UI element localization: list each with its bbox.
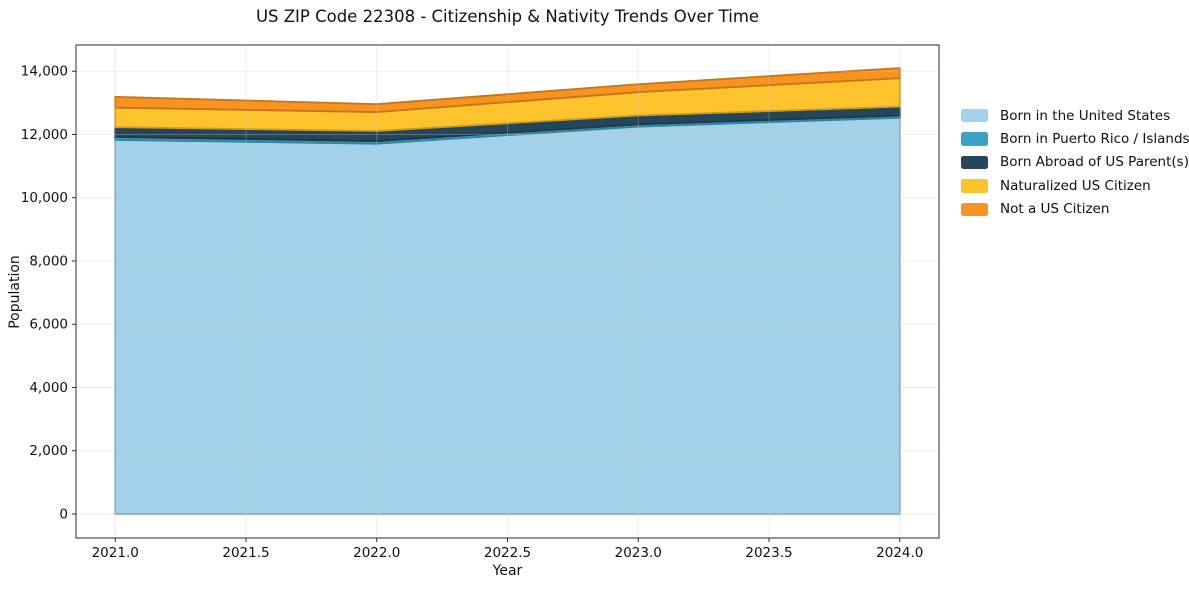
legend-swatch bbox=[961, 132, 988, 146]
axis-tick-labels: 2021.0 2021.5 2022.0 2022.5 2023.0 2023.5 2024… bbox=[21, 64, 924, 561]
legend-label: Born in Puerto Rico / Islands bbox=[1000, 131, 1189, 148]
x-axis-label: Year bbox=[492, 563, 523, 579]
y-axis-label: Population bbox=[7, 255, 23, 329]
legend: Born in the United States Born in Puerto … bbox=[961, 104, 1189, 221]
x-tick-label: 2021.0 bbox=[92, 545, 139, 561]
chart-title: US ZIP Code 22308 - Citizenship & Nativi… bbox=[255, 7, 760, 26]
legend-item: Born Abroad of US Parent(s) bbox=[961, 151, 1189, 174]
y-tick-label: 14,000 bbox=[21, 64, 68, 80]
y-tick-label: 8,000 bbox=[29, 253, 68, 269]
x-tick-label: 2023.0 bbox=[615, 545, 662, 561]
area-series-4 bbox=[114, 67, 901, 113]
x-tick-label: 2023.5 bbox=[745, 545, 792, 561]
x-tick-label: 2024.0 bbox=[876, 545, 923, 561]
x-tick-label: 2022.0 bbox=[353, 545, 400, 561]
x-tick-label: 2021.5 bbox=[222, 545, 269, 561]
legend-label: Not a US Citizen bbox=[1000, 201, 1110, 218]
y-tick-label: 6,000 bbox=[29, 317, 68, 333]
legend-swatch bbox=[961, 108, 988, 123]
legend-label: Born Abroad of US Parent(s) bbox=[1000, 154, 1189, 171]
y-tick-label: 0 bbox=[59, 506, 68, 522]
y-tick-label: 2,000 bbox=[29, 443, 68, 459]
legend-swatch bbox=[961, 202, 988, 216]
y-tick-label: 12,000 bbox=[21, 127, 68, 143]
legend-label: Naturalized US Citizen bbox=[1000, 177, 1151, 194]
legend-label: Born in the United States bbox=[1000, 107, 1171, 124]
x-tick-label: 2022.5 bbox=[484, 545, 531, 561]
gridlines bbox=[76, 45, 939, 538]
legend-item: Naturalized US Citizen bbox=[961, 174, 1189, 197]
axis-ticks bbox=[72, 70, 901, 542]
legend-item: Not a US Citizen bbox=[961, 198, 1189, 221]
legend-swatch bbox=[961, 155, 988, 170]
y-tick-label: 4,000 bbox=[29, 380, 68, 396]
legend-swatch bbox=[961, 179, 988, 193]
y-tick-label: 10,000 bbox=[21, 190, 68, 206]
legend-item: Born in Puerto Rico / Islands bbox=[961, 127, 1189, 150]
legend-item: Born in the United States bbox=[961, 104, 1189, 127]
stacked-area-series-group bbox=[114, 67, 901, 515]
